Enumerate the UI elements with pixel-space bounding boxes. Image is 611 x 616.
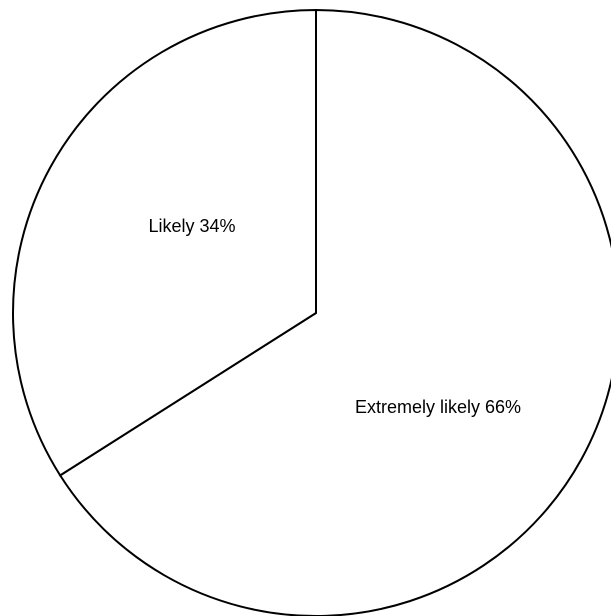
pie-slices: [12, 8, 611, 616]
pie-labels: Extremely likely 66% Likely 34%: [148, 216, 521, 417]
pie-label-likely: Likely 34%: [148, 216, 235, 236]
pie-label-extremely-likely: Extremely likely 66%: [355, 397, 521, 417]
pie-slice-extremely-likely: [58, 8, 611, 616]
pie-slice-likely: [12, 8, 317, 477]
